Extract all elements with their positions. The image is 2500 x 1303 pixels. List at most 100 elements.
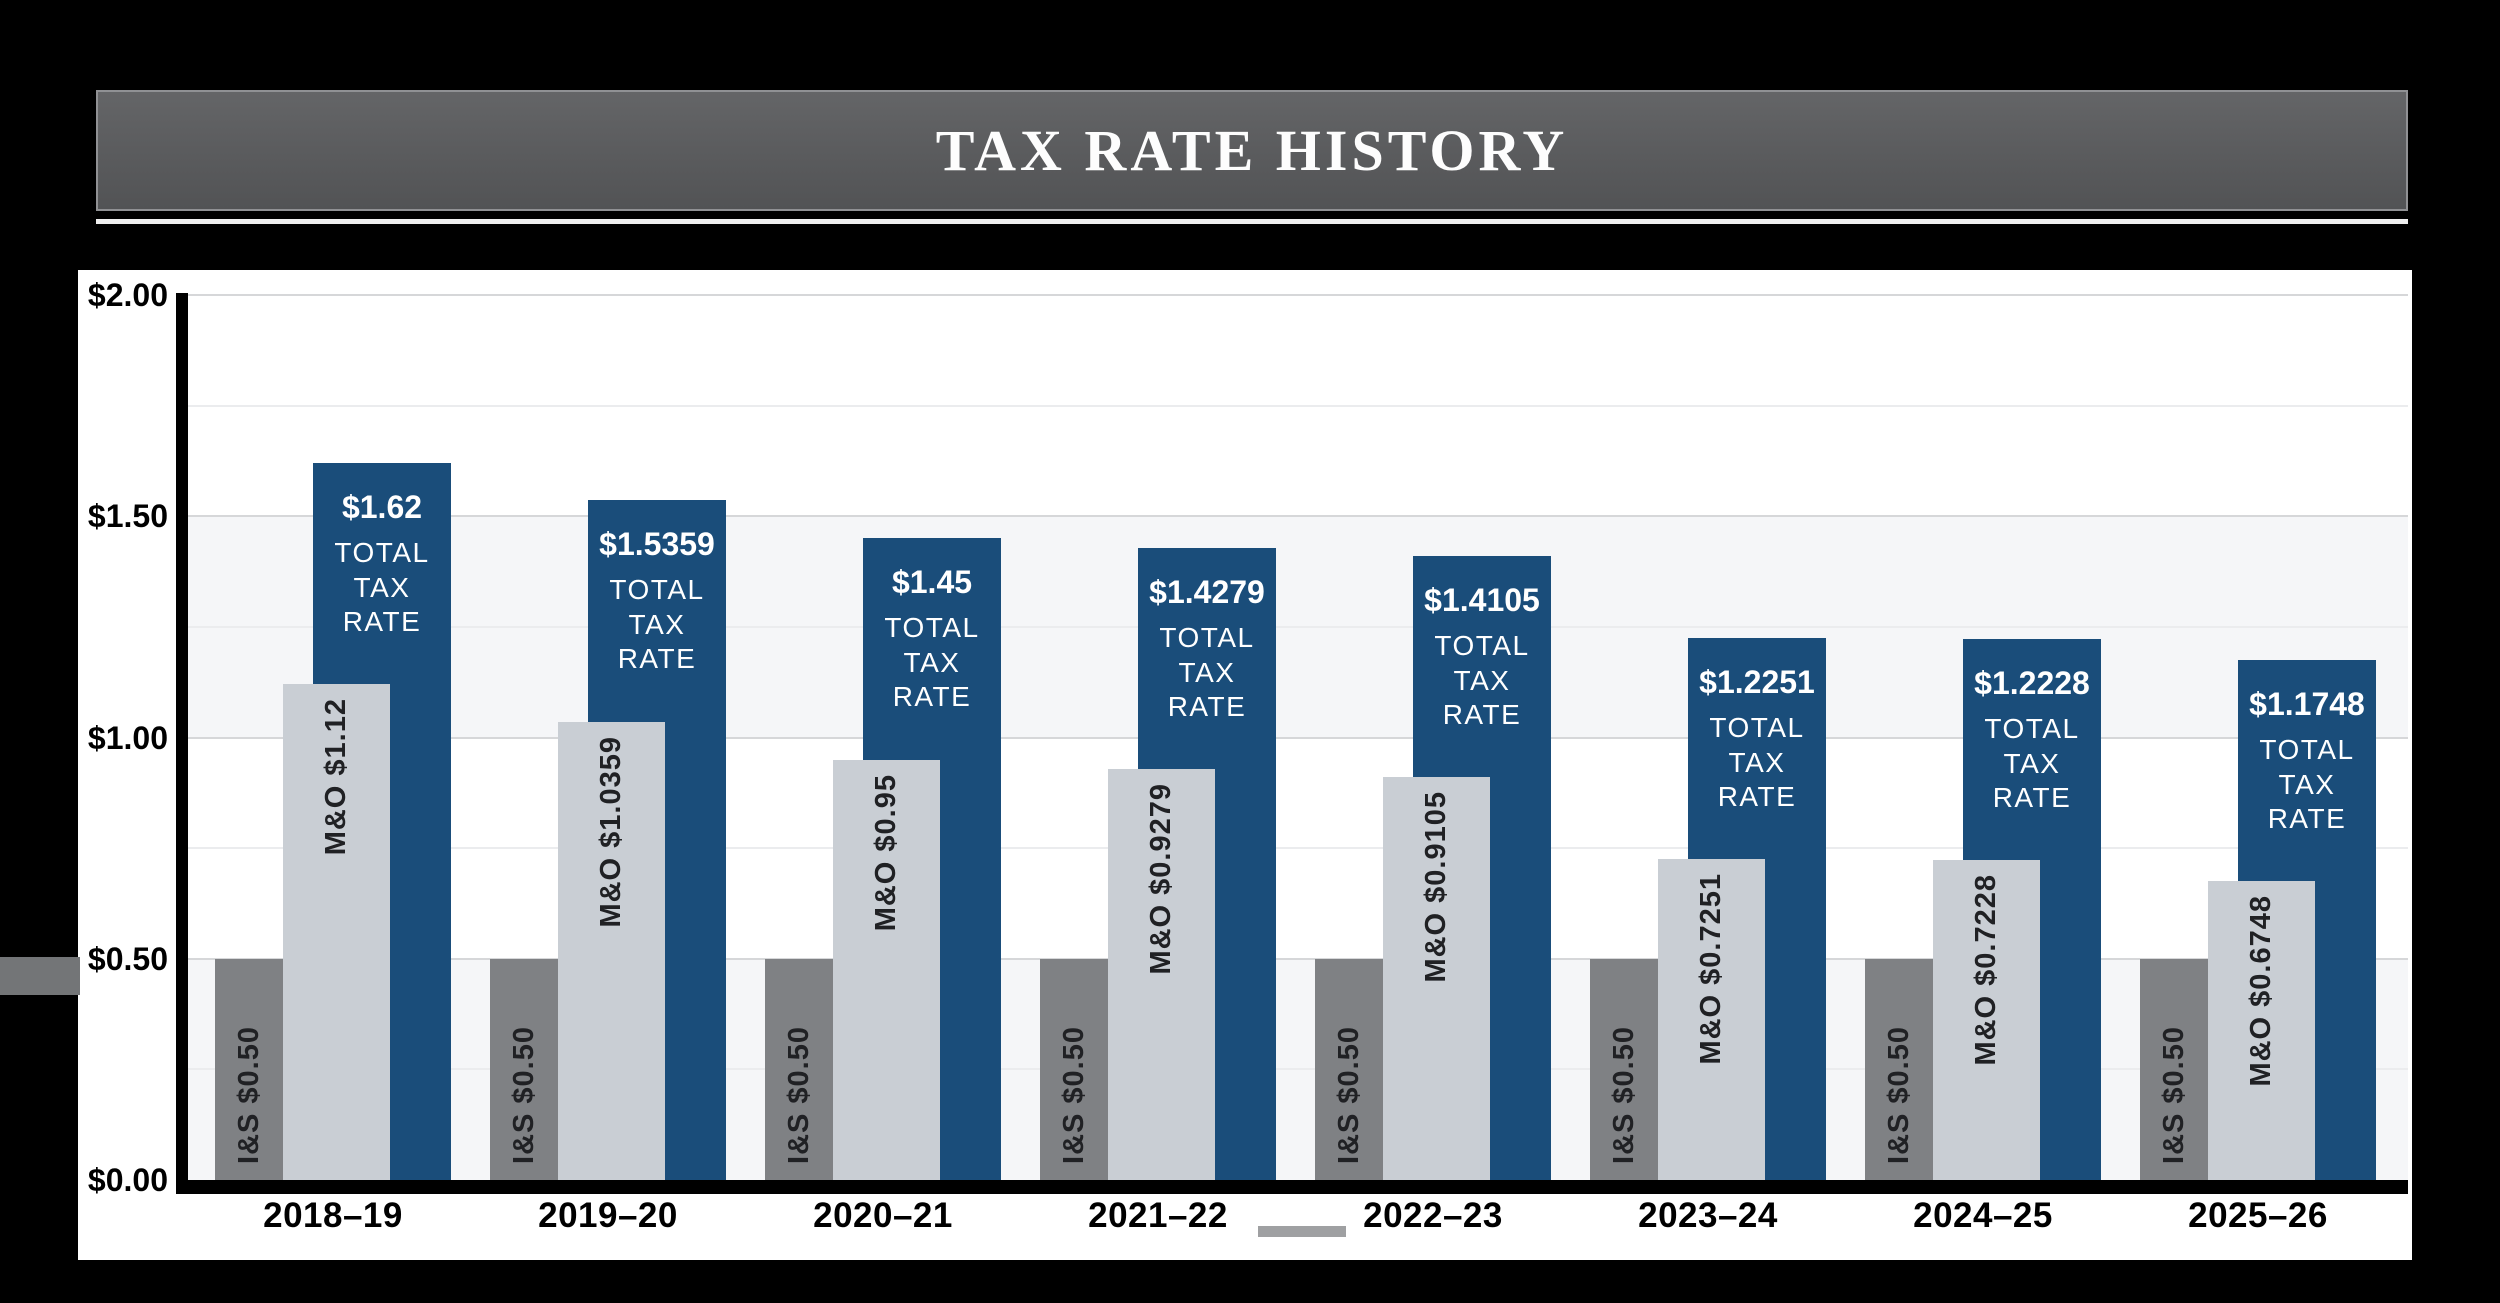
mo-bar: M&O $1.0359 (558, 722, 665, 1180)
mo-bar-label-wrap: M&O $0.6748 (2208, 881, 2315, 1180)
total-caption: TOTAL TAX RATE (588, 573, 726, 677)
is-bar-label-wrap: I&S $0.50 (215, 959, 283, 1180)
total-caption-line: RATE (1717, 781, 1797, 813)
total-caption-line: TAX (1178, 656, 1236, 688)
total-value-label: $1.1748 (2249, 686, 2365, 722)
mo-bar: M&O $1.12 (283, 684, 390, 1180)
mo-bar-label: M&O $0.95 (870, 774, 902, 932)
mo-bar: M&O $0.9279 (1108, 769, 1215, 1180)
y-axis-line (176, 293, 188, 1194)
total-caption-line: RATE (1442, 699, 1522, 731)
total-caption: TOTAL TAX RATE (2238, 733, 2376, 837)
total-caption: TOTAL TAX RATE (1138, 621, 1276, 725)
y-axis-tick-label: $1.50 (87, 498, 168, 534)
mo-bar-label-wrap: M&O $0.95 (833, 760, 940, 1180)
mo-bar-label: M&O $1.0359 (595, 736, 627, 928)
total-caption-line: TAX (2278, 768, 2336, 800)
chart-title: TAX RATE HISTORY (935, 118, 1569, 183)
total-caption-line: TAX (1728, 746, 1786, 778)
total-caption-line: TOTAL (1434, 630, 1530, 661)
x-axis-category-label: 2019–20 (538, 1196, 678, 1235)
x-axis-category-label: 2022–23 (1363, 1196, 1503, 1235)
mo-bar: M&O $0.6748 (2208, 881, 2315, 1180)
mo-bar-label-wrap: M&O $1.0359 (558, 722, 665, 1180)
x-axis-category-label: 2018–19 (263, 1196, 403, 1235)
mo-bar-label-wrap: M&O $0.9279 (1108, 769, 1215, 1180)
is-bar-label-wrap: I&S $0.50 (1040, 959, 1108, 1180)
is-bar-label: I&S $0.50 (782, 1026, 815, 1164)
bar-group: I&S $0.50 $1.2228 TOTAL TAX RATE M&O $0.7228 (1865, 295, 2101, 1180)
total-caption-line: TOTAL (609, 574, 705, 605)
y-axis-tick-label: $0.50 (87, 941, 168, 977)
total-caption-line: TOTAL (1984, 713, 2080, 744)
total-caption: TOTAL TAX RATE (1963, 712, 2101, 816)
is-bar-label: I&S $0.50 (1607, 1026, 1640, 1164)
is-bar-label-wrap: I&S $0.50 (1315, 959, 1383, 1180)
total-caption-line: RATE (342, 606, 422, 638)
total-caption-line: TAX (353, 571, 411, 603)
y-axis-tick-label: $0.00 (87, 1162, 168, 1198)
is-bar-label: I&S $0.50 (1057, 1026, 1090, 1164)
total-caption: TOTAL TAX RATE (863, 611, 1001, 715)
bar-group: I&S $0.50 $1.1748 TOTAL TAX RATE M&O $0.6748 (2140, 295, 2376, 1180)
gridline (186, 737, 2408, 739)
mo-bar-label: M&O $0.7251 (1695, 873, 1727, 1065)
total-value-label: $1.4279 (1149, 574, 1265, 610)
is-bar-label: I&S $0.50 (2157, 1026, 2190, 1164)
bar-group: I&S $0.50 $1.2251 TOTAL TAX RATE M&O $0.7251 (1590, 295, 1826, 1180)
mo-bar-label-wrap: M&O $0.7228 (1933, 860, 2040, 1180)
title-banner: TAX RATE HISTORY (96, 90, 2408, 211)
gridline (186, 515, 2408, 517)
mo-bar-label: M&O $0.9105 (1420, 791, 1452, 983)
bar-group: I&S $0.50 $1.62 TOTAL TAX RATE M&O $1.12 (215, 295, 451, 1180)
x-axis-category-label: 2020–21 (813, 1196, 953, 1235)
y-axis-tick-label: $1.00 (87, 720, 168, 756)
is-bar-label: I&S $0.50 (1882, 1026, 1915, 1164)
total-value-label: $1.2251 (1699, 664, 1815, 700)
total-caption-line: RATE (892, 681, 972, 713)
mo-bar-label-wrap: M&O $0.9105 (1383, 777, 1490, 1180)
gridline (186, 626, 2408, 628)
total-caption-line: TAX (628, 608, 686, 640)
is-bar-label-wrap: I&S $0.50 (765, 959, 833, 1180)
x-axis-category-label: 2023–24 (1638, 1196, 1778, 1235)
mo-bar-label-wrap: M&O $1.12 (283, 684, 390, 1180)
mo-bar-label: M&O $1.12 (320, 698, 352, 856)
total-caption-line: RATE (2267, 803, 2347, 835)
total-caption-line: TOTAL (2259, 734, 2355, 765)
is-bar-label: I&S $0.50 (1332, 1026, 1365, 1164)
gridline (186, 847, 2408, 849)
x-axis-category-label: 2024–25 (1913, 1196, 2053, 1235)
is-bar-label-wrap: I&S $0.50 (2140, 959, 2208, 1180)
gridline (186, 405, 2408, 407)
x-axis-line (176, 1180, 2408, 1194)
total-value-label: $1.45 (891, 564, 973, 600)
mo-bar-label: M&O $0.7228 (1970, 874, 2002, 1066)
total-caption-line: TOTAL (1159, 622, 1255, 653)
gridline (186, 294, 2408, 296)
total-caption: TOTAL TAX RATE (313, 536, 451, 640)
mo-bar-label: M&O $0.6748 (2245, 895, 2277, 1087)
is-bar-label-wrap: I&S $0.50 (1590, 959, 1658, 1180)
bar-group: I&S $0.50 $1.45 TOTAL TAX RATE M&O $0.95 (765, 295, 1001, 1180)
total-value-label: $1.5359 (599, 526, 715, 562)
total-value-label: $1.2228 (1974, 665, 2090, 701)
total-caption: TOTAL TAX RATE (1413, 629, 1551, 733)
edge-artifact-bottom (1258, 1226, 1346, 1237)
edge-artifact-left (0, 957, 80, 995)
x-axis-category-label: 2021–22 (1088, 1196, 1228, 1235)
gridline (186, 958, 2408, 960)
y-axis-tick-label: $2.00 (87, 277, 168, 313)
mo-bar-label-wrap: M&O $0.7251 (1658, 859, 1765, 1180)
mo-bar: M&O $0.7251 (1658, 859, 1765, 1180)
gridline (186, 1068, 2408, 1070)
is-bar-label: I&S $0.50 (232, 1026, 265, 1164)
total-caption-line: TOTAL (334, 537, 430, 568)
total-caption-line: TOTAL (884, 612, 980, 643)
is-bar-label-wrap: I&S $0.50 (490, 959, 558, 1180)
is-bar-label: I&S $0.50 (507, 1026, 540, 1164)
total-caption-line: TAX (903, 646, 961, 678)
total-caption-line: TAX (2003, 747, 2061, 779)
total-value-label: $1.62 (341, 489, 423, 525)
